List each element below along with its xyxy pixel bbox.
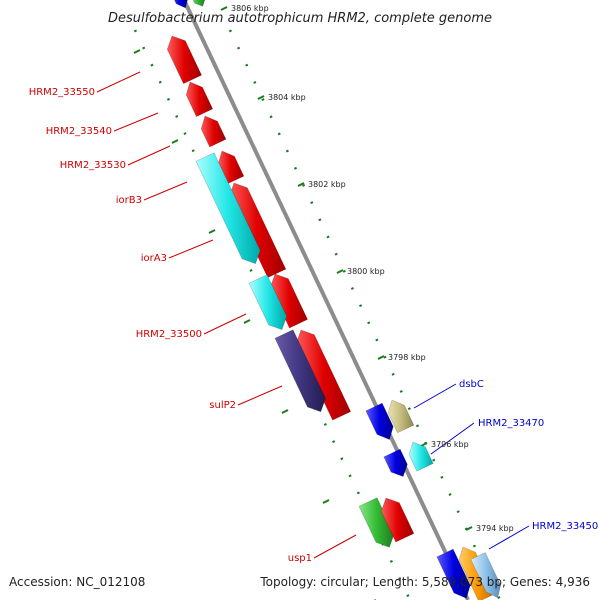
leader-line bbox=[203, 313, 247, 335]
leader-line bbox=[237, 385, 283, 406]
gene-arrow-iora3 bbox=[248, 274, 288, 330]
leader-line bbox=[127, 145, 171, 166]
gene-arrow-hrm2-33530 bbox=[200, 115, 227, 148]
gene-arrow-hrm2-33550 bbox=[166, 35, 202, 85]
gene-label-hrm2-33530[interactable]: HRM2_33530 bbox=[60, 160, 126, 171]
accession-text: Accession: NC_012108 bbox=[9, 575, 145, 589]
gene-arrow bbox=[436, 548, 471, 599]
label-leader-lines bbox=[96, 71, 530, 559]
gene-arrow-hrm2-33470 bbox=[408, 441, 434, 472]
major-tick bbox=[297, 182, 305, 187]
major-tick bbox=[420, 442, 428, 447]
gene-label-hrm2-33550[interactable]: HRM2_33550 bbox=[29, 87, 95, 98]
gene-arrow bbox=[174, 0, 188, 9]
kbp-label: 3800 kbp bbox=[347, 267, 385, 276]
gene-arrow bbox=[380, 497, 415, 543]
gene-label-hrm2-33450[interactable]: HRM2_33450 bbox=[532, 521, 598, 532]
gene-label-iorb3[interactable]: iorB3 bbox=[116, 195, 142, 206]
genome-summary: Topology: circular; Length: 5,589,073 bp… bbox=[259, 575, 590, 589]
gene-arrow-sulp2 bbox=[274, 329, 326, 413]
leader-line bbox=[168, 239, 214, 259]
leader-line bbox=[413, 383, 457, 409]
kbp-label: 3802 kbp bbox=[308, 180, 346, 189]
gene-label-sulp2[interactable]: sulP2 bbox=[209, 400, 236, 411]
gene-arrow-dsbc bbox=[365, 402, 394, 440]
major-tick bbox=[208, 229, 216, 234]
gene-arrow bbox=[470, 552, 501, 599]
kbp-label: 3798 kbp bbox=[388, 353, 426, 362]
major-tick bbox=[133, 49, 141, 54]
kbp-label: 3794 kbp bbox=[476, 524, 514, 533]
gene-label-iora3[interactable]: iorA3 bbox=[141, 253, 167, 264]
gene-arrows bbox=[166, 0, 501, 600]
gene-label-hrm2-33500[interactable]: HRM2_33500 bbox=[136, 329, 202, 340]
leader-line bbox=[113, 112, 159, 132]
major-tick bbox=[322, 499, 330, 504]
leader-line bbox=[313, 534, 357, 559]
gene-arrow bbox=[387, 399, 415, 434]
leader-line bbox=[96, 71, 141, 93]
major-tick bbox=[281, 409, 289, 414]
major-tick bbox=[243, 319, 251, 324]
gene-label-hrm2-33470[interactable]: HRM2_33470 bbox=[478, 418, 544, 429]
leader-line bbox=[488, 525, 530, 550]
major-tick bbox=[465, 526, 473, 531]
gene-arrow-iorb3 bbox=[195, 152, 261, 265]
gene-label-usp1[interactable]: usp1 bbox=[288, 553, 312, 564]
gene-label-dsbc[interactable]: dsbC bbox=[459, 379, 484, 390]
genome-backbone bbox=[182, 0, 470, 600]
gene-arrow bbox=[383, 448, 408, 477]
kbp-label: 3804 kbp bbox=[268, 93, 306, 102]
kbp-label: 3806 kbp bbox=[231, 4, 269, 13]
major-tick bbox=[336, 269, 344, 274]
gene-label-hrm2-33540[interactable]: HRM2_33540 bbox=[46, 126, 112, 137]
gene-arrow-hrm2-33540 bbox=[185, 81, 214, 117]
major-tick bbox=[257, 95, 265, 100]
major-tick bbox=[377, 355, 385, 360]
kbp-label: 3796 kbp bbox=[431, 440, 469, 449]
leader-line bbox=[430, 422, 475, 455]
major-tick bbox=[220, 6, 228, 11]
gene-arrow bbox=[192, 0, 206, 7]
major-tick bbox=[171, 139, 179, 144]
leader-line bbox=[143, 181, 188, 201]
map-title: Desulfobacterium autotrophicum HRM2, com… bbox=[108, 11, 492, 26]
tick-marks bbox=[133, 6, 502, 600]
gene-arrow-usp1 bbox=[358, 497, 395, 548]
